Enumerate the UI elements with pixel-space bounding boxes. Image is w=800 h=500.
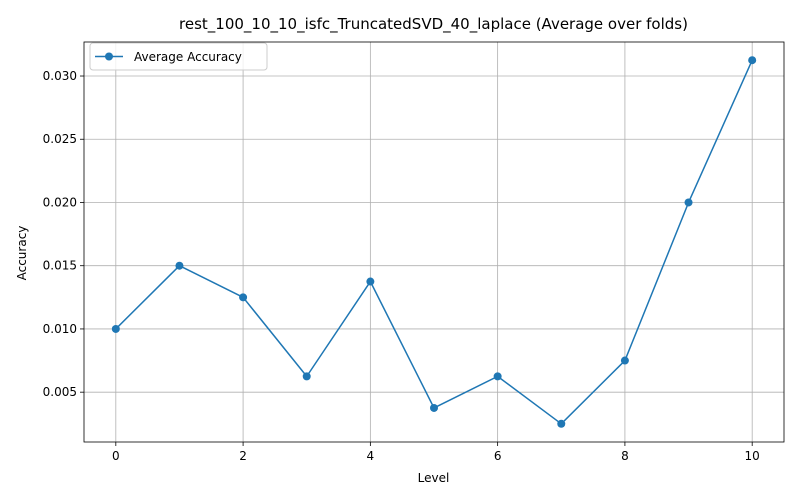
chart-title: rest_100_10_10_isfc_TruncatedSVD_40_lapl… <box>179 15 688 34</box>
data-point <box>366 277 375 286</box>
legend: Average Accuracy <box>89 42 268 71</box>
plot-frame <box>83 41 785 443</box>
x-axis-label: Level <box>418 471 450 485</box>
x-tick-label: 2 <box>239 449 247 463</box>
y-tick-label: 0.015 <box>43 259 77 273</box>
x-axis-ticks: 0 2 4 6 8 10 <box>112 442 760 463</box>
x-tick-label: 4 <box>367 449 375 463</box>
y-tick-label: 0.005 <box>43 385 77 399</box>
x-tick-label: 8 <box>621 449 629 463</box>
axes <box>83 41 785 443</box>
legend-box <box>89 42 268 71</box>
legend-entry-label: Average Accuracy <box>134 50 242 64</box>
y-axis-label: Accuracy <box>15 226 29 281</box>
x-tick-label: 10 <box>745 449 760 463</box>
data-point <box>302 372 311 381</box>
y-tick-label: 0.010 <box>43 322 77 336</box>
data-point <box>684 198 693 207</box>
y-axis-ticks: 0.005 0.010 0.015 0.020 0.025 0.030 <box>43 69 84 399</box>
data-point <box>557 419 566 428</box>
data-point <box>748 56 757 65</box>
data-series <box>111 56 757 428</box>
y-tick-label: 0.020 <box>43 195 77 209</box>
y-tick-label: 0.025 <box>43 132 77 146</box>
grid-lines <box>84 42 784 442</box>
x-tick-label: 0 <box>112 449 120 463</box>
x-tick-label: 6 <box>494 449 502 463</box>
data-point <box>239 293 248 302</box>
data-point <box>620 356 629 365</box>
data-point <box>430 403 438 412</box>
data-point <box>111 324 120 333</box>
legend-marker-swatch <box>105 52 113 61</box>
data-point <box>493 372 502 381</box>
data-point <box>175 261 184 270</box>
y-tick-label: 0.030 <box>43 69 77 83</box>
